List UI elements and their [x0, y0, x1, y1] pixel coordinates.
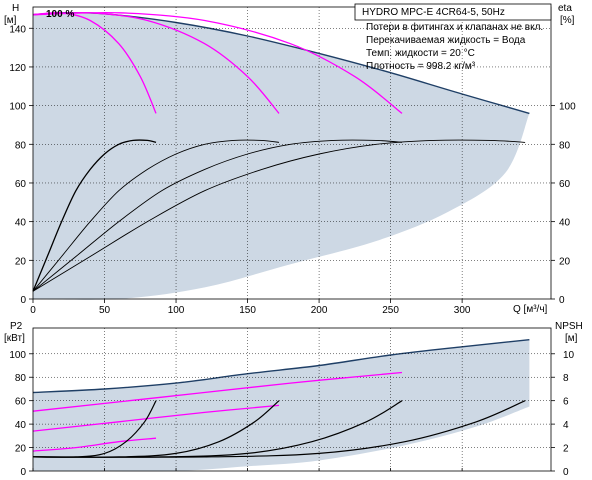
lower-left-axis-unit: [кВт]: [4, 333, 25, 344]
upper-left-axis-unit: [м]: [4, 15, 17, 26]
upper-left-tick-label: 60: [15, 179, 27, 190]
upper-right-tick-label: 40: [559, 218, 571, 229]
chart-title: HYDRO MPC-E 4CR64-5, 50Hz: [362, 7, 505, 18]
lower-right-tick-label: 8: [563, 373, 569, 384]
x-tick-label: 200: [311, 305, 328, 316]
lower-curves-layer: [32, 371, 526, 458]
lower-left-tick-label: 60: [15, 397, 27, 408]
speed-label: 100 %: [46, 9, 74, 20]
title-box: [354, 3, 552, 21]
upper-envelope-fill: [33, 12, 530, 300]
upper-left-axis-label: H: [12, 3, 19, 14]
x-tick-label: 300: [454, 305, 471, 316]
lower-frame: [32, 327, 552, 472]
upper-left-tick-label: 0: [20, 295, 26, 306]
lower-right-tick-label: 6: [563, 397, 569, 408]
lower-left-axis-label: P2: [10, 321, 23, 332]
upper-right-tick-label: 80: [559, 140, 571, 151]
lower-envelope-layer: [32, 339, 530, 472]
upper-right-axis-unit: [%]: [560, 15, 575, 26]
x-tick-label: 250: [382, 305, 399, 316]
note-3: Темп. жидкости = 20 °C: [366, 48, 475, 59]
note-4: Плотность = 998.2 кг/м³: [366, 61, 476, 72]
lower-left-tick-label: 0: [20, 467, 26, 478]
upper-left-tick-label: 40: [15, 218, 27, 229]
x-tick-label: 0: [30, 305, 36, 316]
lower-left-tick-label: 40: [15, 420, 27, 431]
efficiency-curve-4: [32, 139, 526, 292]
power-curve-3: [32, 371, 403, 412]
upper-left-tick-label: 80: [15, 140, 27, 151]
efficiency-curve-3: [32, 139, 403, 292]
npsh-curve-4: [32, 400, 526, 458]
upper-left-tick-label: 120: [9, 63, 26, 74]
lower-right-axis-unit: [м]: [565, 333, 578, 344]
note-2: Перекачиваемая жидкость = Вода: [366, 35, 526, 46]
lower-envelope-edge: [32, 339, 530, 394]
efficiency-curve-2: [32, 139, 280, 292]
head-curve-3: [32, 11, 403, 114]
lower-axes-layer: 0 20 40 60 80 100 0 2 4 6 8 10: [9, 327, 575, 478]
upper-right-tick-label: 20: [559, 256, 571, 267]
lower-left-tick-label: 80: [15, 373, 27, 384]
lower-right-tick-label: 0: [563, 467, 569, 478]
note-1: Потери в фитингах и клапанах не вкл.: [366, 21, 543, 33]
lower-right-tick-label: 4: [563, 420, 569, 431]
x-tick-label: 50: [99, 305, 111, 316]
lower-left-tick-label: 20: [15, 444, 27, 455]
x-tick-label: 100: [168, 305, 185, 316]
lower-right-axis-label: NPSH: [555, 321, 583, 332]
lower-envelope-fill: [33, 339, 530, 472]
upper-curves-layer: [32, 11, 526, 292]
upper-left-tick-label: 140: [9, 24, 26, 35]
upper-axes-layer: 0 20 40 60 80 100 120 140 0 20 40 60 80 100 0 50 100 150 2…: [9, 6, 576, 316]
upper-right-tick-label: 100: [559, 102, 576, 113]
x-tick-label: 150: [239, 305, 256, 316]
lower-grid-layer: [33, 328, 551, 471]
power-curve-2: [32, 404, 280, 432]
lower-right-tick-label: 2: [563, 444, 569, 455]
upper-left-tick-label: 100: [9, 102, 26, 113]
upper-left-tick-label: 20: [15, 256, 27, 267]
lower-right-tick-label: 10: [563, 350, 575, 361]
lower-left-tick-label: 100: [9, 350, 26, 361]
efficiency-curve-1: [32, 139, 157, 292]
power-curve-1: [32, 437, 157, 452]
upper-right-tick-label: 60: [559, 179, 571, 190]
upper-right-tick-label: 0: [559, 295, 565, 306]
x-axis-label: Q [м³/ч]: [513, 304, 548, 315]
upper-frame: [32, 6, 552, 300]
upper-right-axis-label: eta: [558, 3, 572, 14]
